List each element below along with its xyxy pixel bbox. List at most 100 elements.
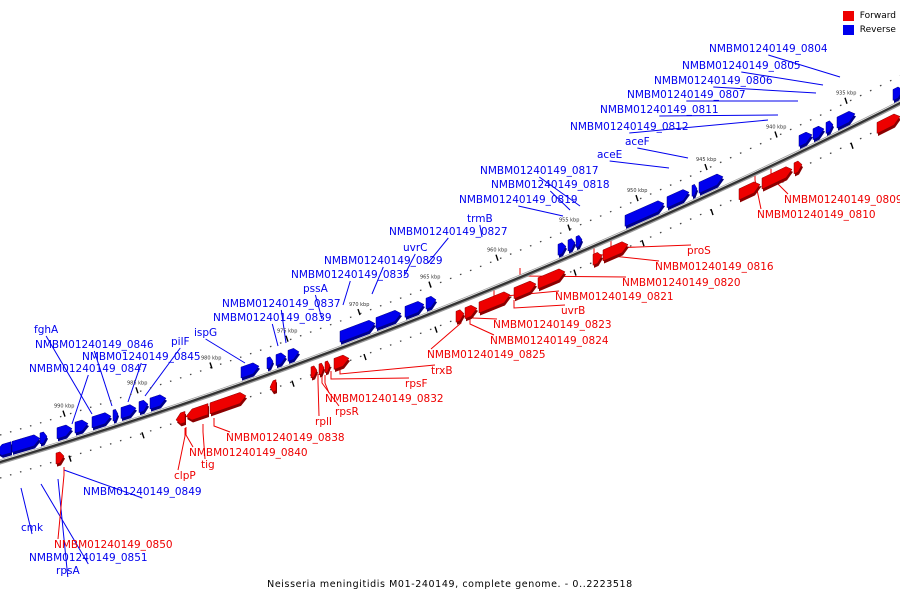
reverse-gene-arrow[interactable] bbox=[39, 431, 48, 445]
forward-gene-arrow[interactable] bbox=[185, 403, 209, 421]
forward-gene-label[interactable]: NMBM01240149_0810 bbox=[757, 209, 876, 221]
reverse-gene-label[interactable]: aceF bbox=[625, 136, 650, 148]
reverse-gene-label[interactable]: NMBM01240149_0819 bbox=[459, 194, 578, 206]
forward-gene-arrow[interactable] bbox=[793, 160, 803, 175]
reverse-gene-arrow[interactable] bbox=[287, 348, 300, 362]
forward-gene-label[interactable]: rplI bbox=[315, 416, 332, 428]
reverse-gene-arrow[interactable] bbox=[120, 404, 137, 419]
forward-gene-arrow[interactable] bbox=[333, 354, 350, 370]
forward-gene-arrow[interactable] bbox=[55, 451, 65, 465]
forward-gene-label[interactable]: NMBM01240149_0820 bbox=[622, 277, 741, 289]
forward-gene-label[interactable]: rpsR bbox=[335, 406, 359, 418]
forward-gene-label[interactable]: uvrB bbox=[561, 305, 585, 317]
forward-gene-arrow[interactable] bbox=[318, 362, 325, 376]
reverse-gene-label[interactable]: NMBM01240149_0817 bbox=[480, 165, 599, 177]
forward-gene-label[interactable]: NMBM01240149_0832 bbox=[325, 393, 444, 405]
forward-gene-label[interactable]: NMBM01240149_0840 bbox=[189, 447, 308, 459]
reverse-gene-arrow[interactable] bbox=[691, 183, 698, 197]
forward-gene-label[interactable]: clpP bbox=[174, 470, 196, 482]
forward-gene-arrow[interactable] bbox=[209, 392, 247, 415]
forward-gene-arrow[interactable] bbox=[464, 305, 478, 320]
reverse-gene-arrow[interactable] bbox=[892, 86, 900, 101]
forward-gene-label[interactable]: trxB bbox=[431, 365, 453, 377]
forward-gene-arrow[interactable] bbox=[592, 252, 603, 266]
forward-gene-label[interactable]: proS bbox=[687, 245, 711, 257]
reverse-gene-label[interactable]: NMBM01240149_0839 bbox=[213, 312, 332, 324]
reverse-gene-arrow[interactable] bbox=[91, 412, 112, 429]
forward-gene-label[interactable]: NMBM01240149_0825 bbox=[427, 349, 546, 361]
reverse-gene-arrow[interactable] bbox=[567, 238, 576, 252]
forward-gene-arrow[interactable] bbox=[269, 379, 277, 393]
reverse-gene-arrow[interactable] bbox=[339, 319, 376, 343]
reverse-gene-label[interactable]: pssA bbox=[303, 283, 329, 295]
forward-gene-label[interactable]: NMBM01240149_0838 bbox=[226, 432, 345, 444]
forward-gene-arrow[interactable] bbox=[175, 411, 186, 425]
reverse-gene-label[interactable]: NMBM01240149_0845 bbox=[82, 351, 201, 363]
reverse-gene-label[interactable]: NMBM01240149_0812 bbox=[570, 121, 689, 133]
reverse-gene-label[interactable]: NMBM01240149_0811 bbox=[600, 104, 719, 116]
reverse-gene-arrow[interactable] bbox=[698, 173, 724, 194]
reverse-gene-arrow[interactable] bbox=[798, 131, 813, 147]
reverse-gene-label[interactable]: rpsA bbox=[56, 565, 80, 577]
reverse-gene-label[interactable]: NMBM01240149_0804 bbox=[709, 43, 828, 55]
reverse-gene-arrow[interactable] bbox=[0, 441, 12, 456]
forward-gene-arrow[interactable] bbox=[537, 268, 566, 290]
reverse-gene-label[interactable]: NMBM01240149_0806 bbox=[654, 75, 773, 87]
forward-gene-arrow[interactable] bbox=[738, 181, 761, 201]
reverse-gene-label[interactable]: NMBM01240149_0835 bbox=[291, 269, 410, 281]
forward-gene-label[interactable]: NMBM01240149_0821 bbox=[555, 291, 674, 303]
reverse-gene-label[interactable]: cmk bbox=[21, 522, 44, 534]
reverse-gene-label[interactable]: NMBM01240149_0847 bbox=[29, 363, 148, 375]
reverse-gene-label[interactable]: trmB bbox=[467, 213, 493, 225]
scale-dot bbox=[649, 193, 652, 195]
forward-gene-arrow[interactable] bbox=[761, 166, 793, 190]
forward-gene-arrow[interactable] bbox=[478, 291, 511, 314]
reverse-gene-arrow[interactable] bbox=[575, 235, 583, 249]
reverse-gene-arrow[interactable] bbox=[812, 125, 825, 141]
forward-gene-arrow[interactable] bbox=[455, 309, 465, 323]
reverse-gene-label[interactable]: NMBM01240149_0805 bbox=[682, 60, 801, 72]
reverse-gene-label[interactable]: NMBM01240149_0818 bbox=[491, 179, 610, 191]
reverse-gene-arrow[interactable] bbox=[624, 200, 665, 227]
reverse-gene-label[interactable]: NMBM01240149_0851 bbox=[29, 552, 148, 564]
reverse-gene-arrow[interactable] bbox=[74, 419, 89, 434]
reverse-gene-arrow[interactable] bbox=[557, 242, 567, 256]
reverse-gene-label[interactable]: NMBM01240149_0807 bbox=[627, 89, 746, 101]
forward-gene-label[interactable]: NMBM01240149_0809 bbox=[784, 194, 900, 206]
forward-gene-arrow[interactable] bbox=[602, 241, 629, 262]
forward-gene-label[interactable]: NMBM01240149_0850 bbox=[54, 539, 173, 551]
reverse-gene-arrow[interactable] bbox=[112, 409, 119, 422]
forward-gene-label[interactable]: tig bbox=[201, 459, 215, 471]
reverse-gene-arrow[interactable] bbox=[275, 352, 287, 367]
reverse-gene-label[interactable]: NMBM01240149_0846 bbox=[35, 339, 154, 351]
forward-gene-label[interactable]: NMBM01240149_0824 bbox=[490, 335, 609, 347]
forward-gene-arrow[interactable] bbox=[324, 360, 331, 374]
reverse-gene-arrow[interactable] bbox=[836, 111, 856, 129]
reverse-gene-arrow[interactable] bbox=[666, 189, 690, 209]
reverse-gene-label[interactable]: aceE bbox=[597, 149, 622, 161]
reverse-gene-arrow[interactable] bbox=[11, 434, 41, 453]
reverse-gene-arrow[interactable] bbox=[425, 295, 437, 310]
forward-gene-label[interactable]: NMBM01240149_0816 bbox=[655, 261, 774, 273]
reverse-gene-arrow[interactable] bbox=[375, 310, 402, 329]
forward-gene-arrow[interactable] bbox=[310, 365, 318, 379]
reverse-gene-arrow[interactable] bbox=[404, 301, 425, 318]
forward-gene-arrow[interactable] bbox=[513, 280, 537, 300]
forward-gene-arrow[interactable] bbox=[876, 113, 900, 134]
reverse-gene-label[interactable]: NMBM01240149_0849 bbox=[83, 486, 202, 498]
reverse-gene-label[interactable]: ispG bbox=[194, 327, 217, 339]
reverse-gene-arrow[interactable] bbox=[138, 399, 149, 414]
reverse-gene-label[interactable]: pilF bbox=[171, 336, 190, 348]
reverse-gene-arrow[interactable] bbox=[56, 424, 73, 440]
reverse-gene-label[interactable]: NMBM01240149_0837 bbox=[222, 298, 341, 310]
reverse-gene-arrow[interactable] bbox=[149, 394, 167, 410]
reverse-gene-arrow[interactable] bbox=[240, 362, 260, 379]
forward-gene-label[interactable]: rpsF bbox=[405, 378, 428, 390]
reverse-gene-arrow[interactable] bbox=[266, 356, 274, 370]
reverse-gene-label[interactable]: NMBM01240149_0827 bbox=[389, 226, 508, 238]
reverse-gene-label[interactable]: fghA bbox=[34, 324, 59, 336]
reverse-gene-label[interactable]: NMBM01240149_0829 bbox=[324, 255, 443, 267]
reverse-gene-label[interactable]: uvrC bbox=[403, 242, 428, 254]
reverse-gene-arrow[interactable] bbox=[825, 120, 834, 134]
forward-gene-label[interactable]: NMBM01240149_0823 bbox=[493, 319, 612, 331]
